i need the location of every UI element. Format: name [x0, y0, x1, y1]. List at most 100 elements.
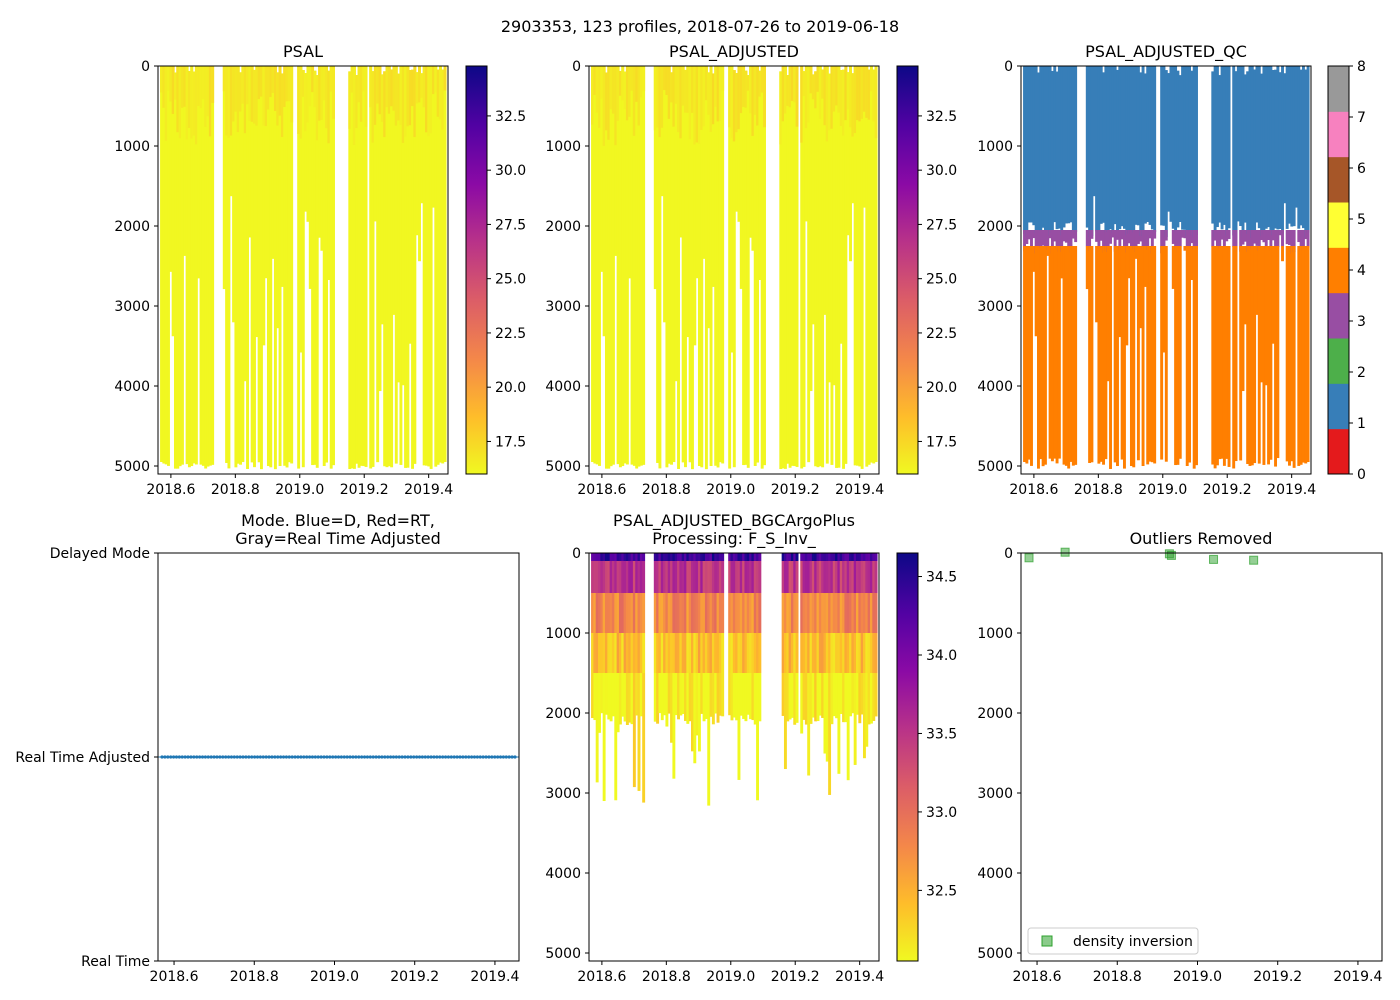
psal-profile-surface: [206, 66, 210, 117]
bgc-segment: [681, 561, 685, 593]
psal-profile-deep: [266, 66, 270, 467]
psal_adjusted-profile-surface: [707, 72, 711, 115]
psal_adjusted_qc-qc-layer: [1041, 246, 1045, 467]
psal-profile-deep: [311, 66, 315, 466]
psal_adjusted_qc-qc-layer: [1150, 66, 1154, 230]
psal_adjusted_qc-qc-layer: [1097, 66, 1101, 232]
psal_adjusted_qc-qc-layer: [1306, 246, 1310, 463]
psal_adjusted_qc-qc-layer: [1183, 230, 1187, 239]
bgc-segment: [872, 593, 876, 633]
psal-profile-deep: [280, 73, 284, 287]
psal_adjusted_qc-qc-layer: [1299, 230, 1303, 250]
psal_adjusted_qc-qc-layer: [1134, 230, 1138, 253]
mode-point: [507, 755, 511, 759]
bgc-segment: [862, 561, 866, 593]
mode-point: [400, 755, 404, 759]
psal_adjusted_qc-qc-layer: [1067, 230, 1071, 248]
bgc-segment: [618, 561, 622, 593]
psal_adjusted-profile-surface: [700, 66, 704, 130]
bgc-segment: [639, 673, 643, 717]
bgc-segment: [730, 633, 734, 673]
mode-point: [415, 755, 419, 759]
psal_adjusted-profile-deep: [621, 66, 625, 467]
bgc-segment: [816, 561, 820, 593]
psal_adjusted_qc-qc-layer: [1109, 246, 1112, 469]
psal_adjusted_qc-xtick-label: 2019.2: [1203, 482, 1252, 498]
psal_adjusted_qc-qc-layer: [1162, 246, 1166, 353]
psal_adjusted-profile-deep: [674, 66, 678, 382]
psal-profile-surface: [315, 75, 319, 141]
bgc-segment: [695, 553, 699, 561]
psal_adjusted_qc-qc-layer: [1046, 230, 1050, 250]
mode-point: [177, 755, 181, 759]
bgc-segment: [700, 561, 704, 593]
mode-point: [490, 755, 494, 759]
psal_adjusted-profile-surface: [853, 66, 857, 134]
psal_adjusted_qc-qc-layer: [1162, 66, 1166, 226]
psal_adjusted_qc-qc-layer: [1183, 66, 1187, 230]
bgc-segment: [600, 561, 604, 593]
bgc-segment: [832, 593, 836, 633]
mode-point: [267, 755, 271, 759]
psal_adjusted-profile-surface: [844, 66, 848, 121]
bgc-segment: [839, 561, 843, 593]
bgc-cbtick-label: 34.0: [926, 648, 957, 664]
bgc-segment: [665, 633, 669, 673]
mode-point: [371, 755, 375, 759]
psal_adjusted-profile-deep: [828, 73, 832, 383]
psal-profile-surface: [290, 66, 294, 123]
psal_adjusted-profile-surface: [639, 66, 643, 98]
bgc-segment: [781, 673, 785, 716]
psal-profile-surface: [376, 66, 380, 104]
psal_adjusted-profile-surface: [667, 66, 671, 119]
psal-profile-surface: [438, 66, 442, 120]
mode-point: [264, 755, 268, 759]
mode-point: [406, 755, 410, 759]
bgc-segment: [851, 593, 855, 633]
outliers-ytick-label: 1000: [977, 626, 1013, 642]
psal-heatmap: [160, 66, 447, 470]
bgc-segment: [756, 553, 759, 561]
bgc-segment: [790, 673, 794, 718]
psal_adjusted-profile-deep: [730, 66, 734, 353]
psal-profile-surface: [422, 66, 426, 108]
psal_adjusted-profile-surface: [607, 66, 611, 140]
bgc-segment: [800, 673, 804, 734]
bgc-segment: [832, 673, 836, 717]
outliers-ytick-label: 4000: [977, 866, 1013, 882]
psal_adjusted_qc-xtick-label: 2018.6: [1009, 482, 1058, 498]
psal_adjusted_qc-qc-layer: [1292, 230, 1296, 253]
mode-point: [232, 755, 236, 759]
psal_adjusted-profile-surface: [786, 75, 790, 106]
bgc-segment: [695, 561, 699, 593]
mode-point: [209, 755, 213, 759]
psal_adjusted_qc-qc-layer: [1153, 230, 1157, 239]
psal_adjusted_qc-qc-layer: [1118, 246, 1122, 338]
psal-profile-deep: [241, 66, 245, 463]
bgc-segment: [602, 561, 606, 593]
qc-colorbar-cell: [1328, 292, 1349, 339]
psal_adjusted_qc-qc-layer: [1102, 230, 1105, 253]
psal_adjusted-profile-surface: [804, 66, 808, 129]
bgc-segment: [693, 673, 697, 764]
psal-profile-deep: [383, 71, 387, 467]
bgc-segment: [811, 553, 815, 561]
psal_adjusted-profile-deep: [746, 75, 750, 468]
bgc-segment: [593, 673, 597, 721]
psal_adjusted-profile-deep: [756, 66, 759, 463]
bgc-segment: [742, 553, 746, 561]
bgc-segment: [790, 593, 794, 633]
bgc-segment: [783, 673, 787, 770]
psal-profile-deep: [322, 66, 326, 466]
bgc-segment: [700, 553, 704, 561]
psal_adjusted_qc-qc-layer: [1046, 66, 1050, 231]
bgc-segment: [681, 553, 685, 561]
psal_adjusted-profile-deep: [721, 66, 725, 464]
bgc-segment: [846, 633, 850, 673]
psal_adjusted-profile-deep: [593, 66, 597, 464]
mode-point: [296, 755, 300, 759]
outliers-title: Outliers Removed: [1130, 529, 1273, 548]
psal_adjusted_qc-qc-layer: [1304, 246, 1308, 464]
psal_adjusted-profile-deep: [653, 66, 657, 290]
psal_adjusted-profile-deep: [862, 66, 866, 208]
